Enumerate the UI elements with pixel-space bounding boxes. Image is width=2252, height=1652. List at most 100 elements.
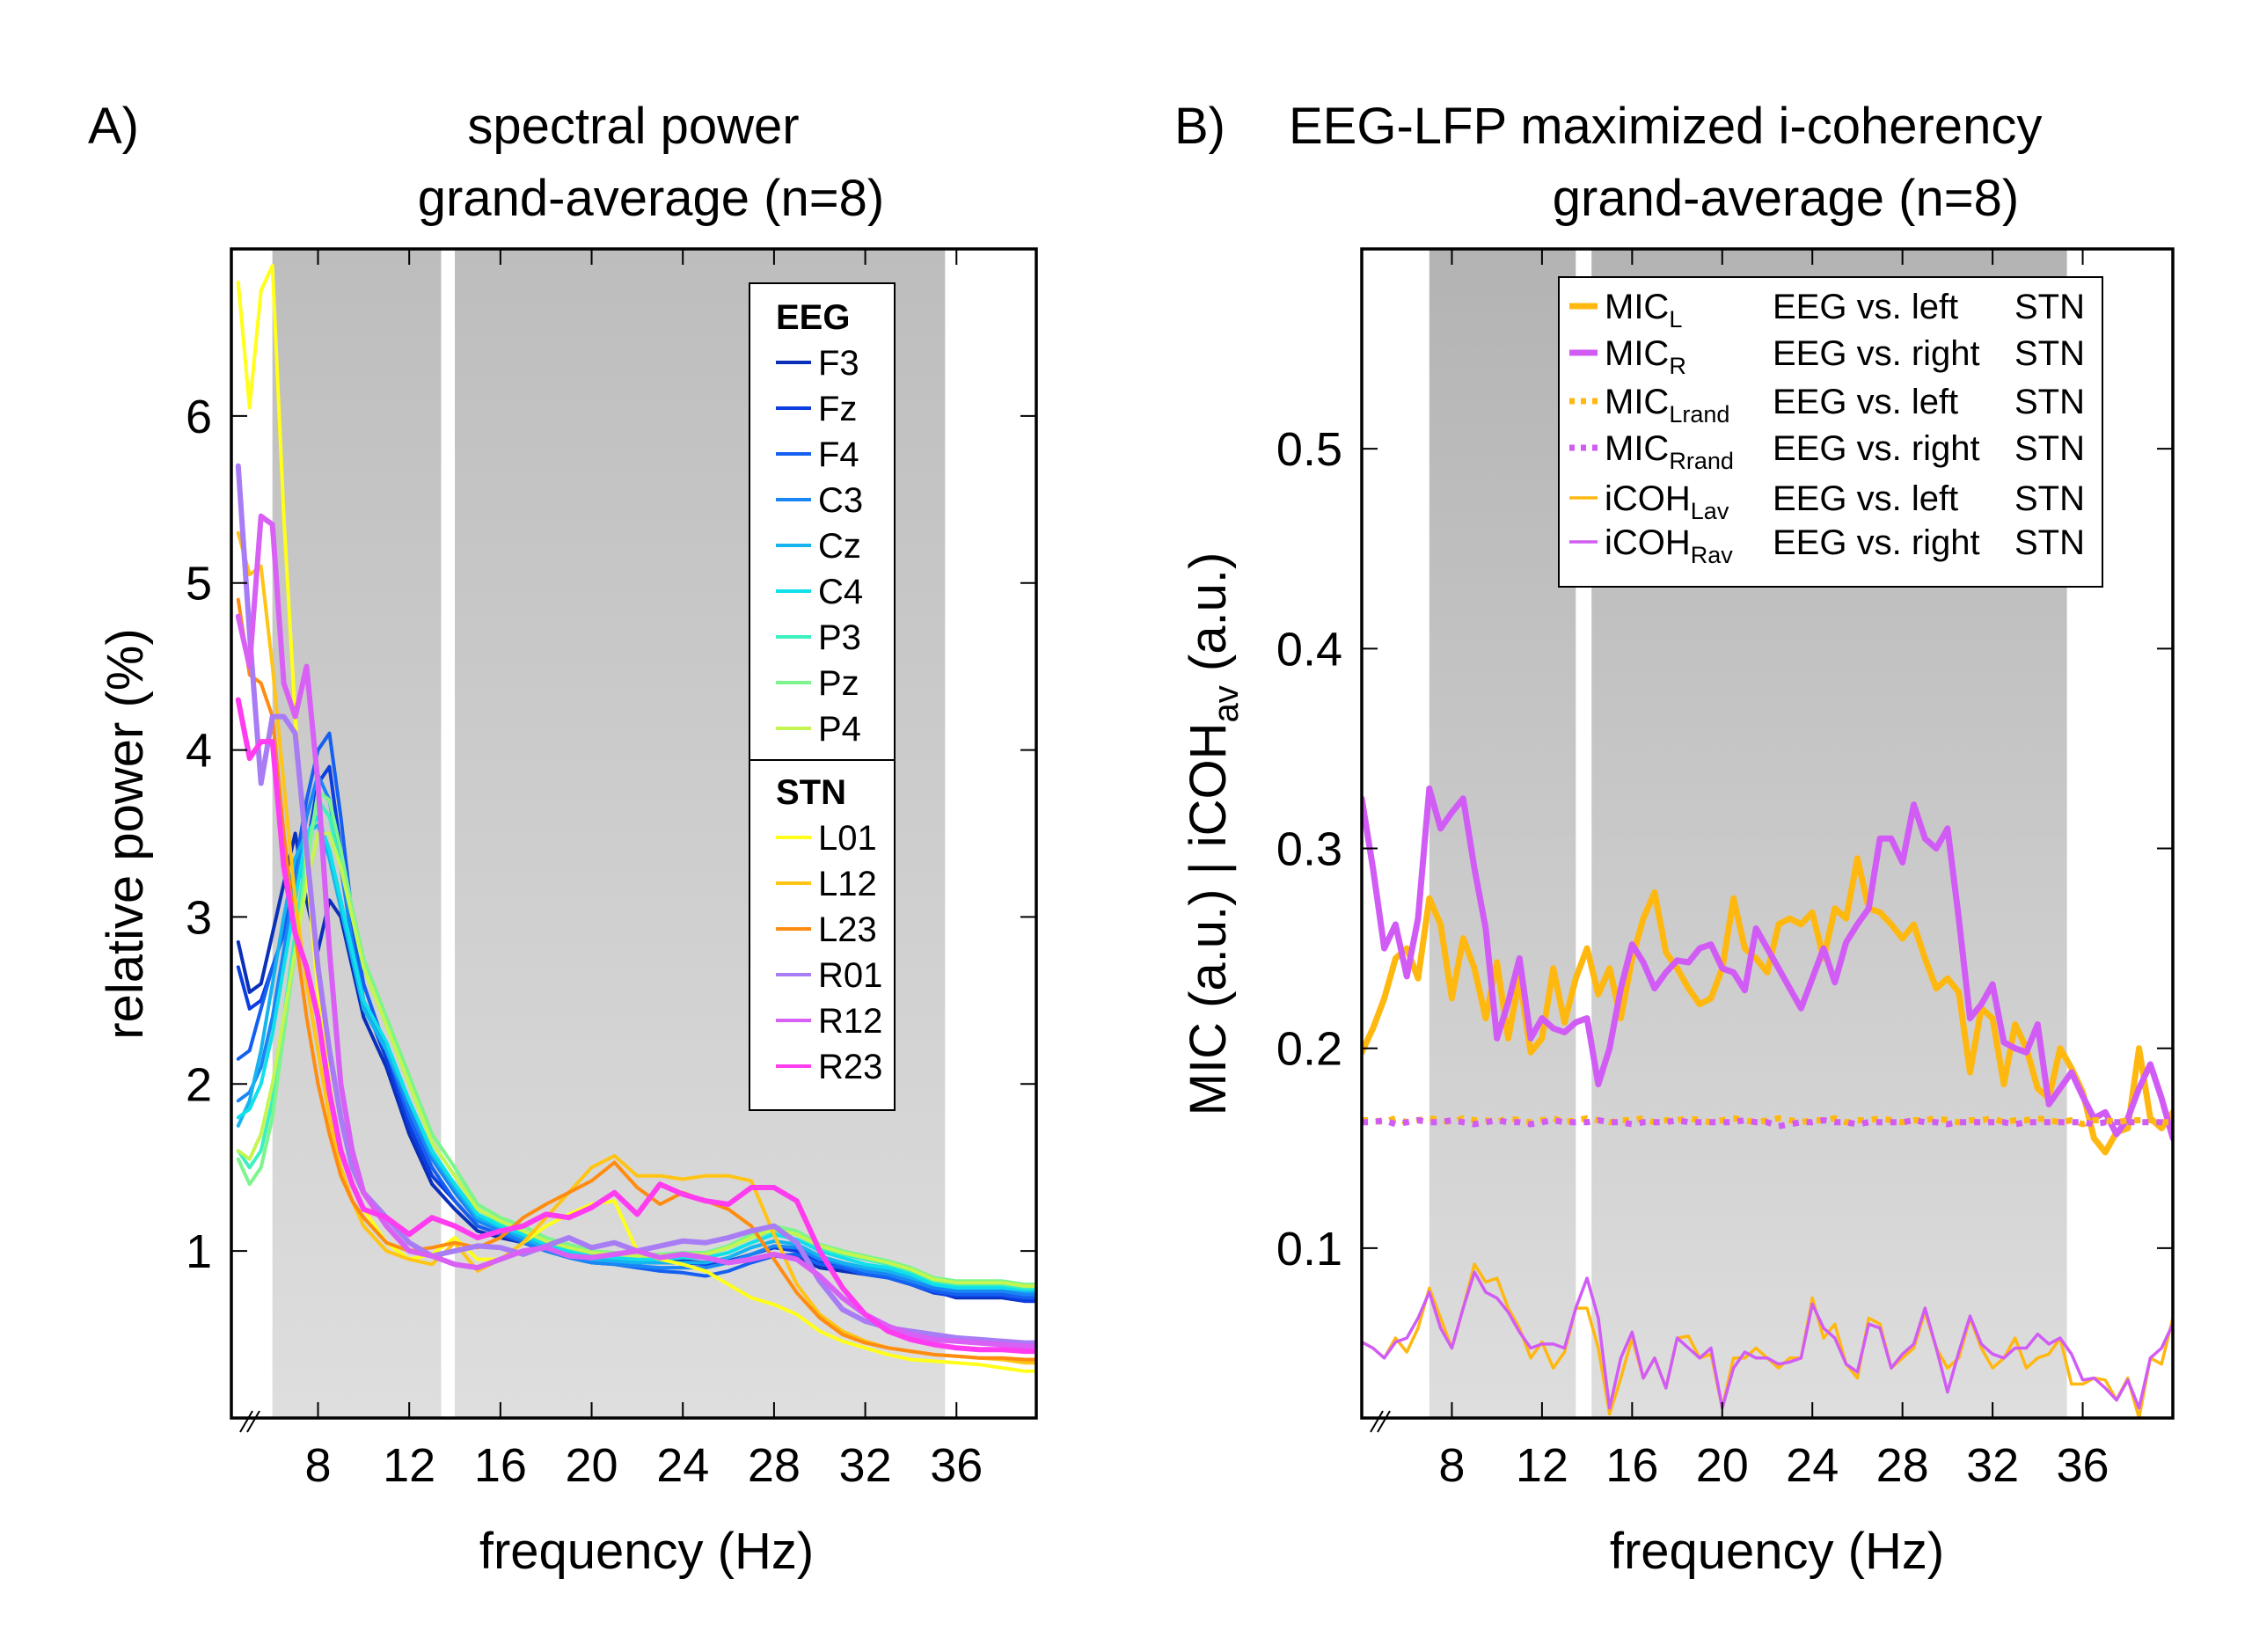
- legend-label-subscript: Lrand: [1669, 401, 1729, 428]
- y-label-subscript: av: [1207, 685, 1246, 722]
- legend-entry-mic-lrand: MICLrand EEG vs. left STN: [1569, 383, 2085, 428]
- panel-b-letter: B): [1174, 98, 1225, 155]
- x-tick-labels: 8 12 16 20 24 28 32 36: [304, 1439, 983, 1492]
- y-axis-label: relative power (%): [97, 628, 154, 1039]
- legend-label-base: iCOH: [1605, 523, 1691, 562]
- legend-label-subscript: L: [1669, 306, 1682, 333]
- axes-box: [230, 247, 1038, 1420]
- legend-label: L01: [818, 819, 877, 858]
- y-tick-label: 0.2: [1276, 1023, 1342, 1076]
- legend-label-subscript: Rav: [1691, 542, 1734, 568]
- legend-label: P3: [818, 618, 861, 657]
- legend-entry-r01: R01: [776, 956, 882, 995]
- legend-entry-mic-rrand: MICRrand EEG vs. right STN: [1569, 429, 2085, 474]
- legend-entry-f4: F4: [776, 435, 859, 474]
- legend-label: Pz: [818, 664, 859, 703]
- y-tick-label: 5: [186, 558, 212, 610]
- legend-side: STN: [2014, 288, 2085, 326]
- series-line-p4: [236, 831, 1036, 1288]
- x-tick-label: 32: [1966, 1439, 2019, 1492]
- legend: EEG F3 Fz F4 C3 Cz C4 P3 Pz P4 STN L01 L12 L23 R01 R12 R…: [749, 282, 896, 1111]
- x-tick-label: 28: [748, 1439, 801, 1492]
- legend-entry-l12: L12: [776, 865, 877, 903]
- legend-label: iCOHRav: [1605, 523, 1733, 568]
- legend-label: R12: [818, 1002, 882, 1041]
- x-tick-label: 12: [1516, 1439, 1568, 1492]
- legend-side: STN: [2014, 523, 2085, 562]
- series-line-r12: [235, 513, 1036, 1349]
- x-tick-label: 24: [656, 1439, 709, 1492]
- x-tick-label: 28: [1876, 1439, 1929, 1492]
- x-tick-label: 32: [839, 1439, 892, 1492]
- chart-title-line-2: grand-average (n=8): [1553, 170, 2019, 227]
- axes: [230, 247, 1038, 1433]
- legend-label-base: MIC: [1605, 334, 1669, 373]
- legend-label: R23: [818, 1048, 882, 1086]
- legend-side: STN: [2014, 479, 2085, 518]
- shaded-band-1: [272, 249, 442, 1418]
- series-line-icoh-rav: [1362, 1270, 2173, 1410]
- x-tick-label: 36: [930, 1439, 983, 1492]
- legend-description: EEG vs. left: [1773, 288, 1958, 326]
- chart-title-line-1: EEG-LFP maximized i-coherency: [1289, 98, 2042, 155]
- legend-side: STN: [2014, 334, 2085, 373]
- legend-label-base: MIC: [1605, 429, 1669, 468]
- legend-entry-c3: C3: [776, 481, 863, 520]
- x-tick-label: 16: [474, 1439, 527, 1492]
- legend-label: P4: [818, 710, 861, 749]
- y-tick-label: 6: [186, 391, 212, 443]
- series-line-mic-r: [1362, 785, 2173, 1142]
- legend-description: EEG vs. right: [1773, 429, 1980, 468]
- legend-entry-cz: Cz: [776, 527, 861, 566]
- x-tick-label: 8: [304, 1439, 331, 1492]
- series-lines: [1362, 785, 2173, 1418]
- legend-label: MICL: [1605, 288, 1682, 333]
- chart-title-line-1: spectral power: [467, 98, 799, 155]
- legend-side: STN: [2014, 383, 2085, 421]
- x-tick-label: 12: [383, 1439, 435, 1492]
- lines-clipped: [235, 264, 1036, 1373]
- legend-label: C3: [818, 481, 863, 520]
- x-tick-label: 8: [1438, 1439, 1465, 1492]
- legend-label: F4: [818, 435, 859, 474]
- legend-entry-f3: F3: [776, 344, 859, 383]
- axis-break-mark: [239, 1410, 253, 1433]
- legend-label: C4: [818, 573, 863, 611]
- y-axis-label-text: MIC (a.u.) | iCOHav (a.u.): [1180, 552, 1246, 1116]
- legend-label-base: MIC: [1605, 383, 1669, 421]
- legend-label: MICRrand: [1605, 429, 1734, 474]
- y-tick-labels: 1 2 3 4 5 6: [186, 391, 212, 1278]
- series-line-mic-rrand: [1362, 1117, 2173, 1129]
- legend-label: R01: [818, 956, 882, 995]
- y-tick-label: 0.1: [1276, 1223, 1342, 1276]
- legend-box: [749, 282, 896, 1111]
- series-line-c4: [236, 815, 1036, 1291]
- y-tick-label: 4: [186, 725, 212, 778]
- y-tick-label: 2: [186, 1058, 212, 1111]
- legend-label: F3: [818, 344, 859, 383]
- x-tick-label: 24: [1786, 1439, 1839, 1492]
- axis-break-mark: [246, 1410, 260, 1433]
- lines-clipped: [1362, 785, 2173, 1418]
- x-tick-label: 20: [1696, 1439, 1749, 1492]
- legend-label: MICR: [1605, 334, 1686, 379]
- legend-entry-mic-r: MICR EEG vs. right STN: [1569, 334, 2085, 379]
- legend-label-base: iCOH: [1605, 479, 1691, 518]
- legend-description: EEG vs. left: [1773, 383, 1958, 421]
- legend-entry-c4: C4: [776, 573, 863, 611]
- legend-description: EEG vs. left: [1773, 479, 1958, 518]
- legend-description: EEG vs. right: [1773, 334, 1980, 373]
- legend-label: iCOHLav: [1605, 479, 1729, 524]
- x-tick-labels: 8 12 16 20 24 28 32 36: [1438, 1439, 2109, 1492]
- y-axis-label: MIC (a.u.) | iCOHav (a.u.): [1180, 552, 1246, 1116]
- legend-entry-l23: L23: [776, 910, 877, 949]
- legend-side: STN: [2014, 429, 2085, 468]
- legend-label: Cz: [818, 527, 861, 566]
- legend-entry-p4: P4: [776, 710, 861, 749]
- series-line-mic-l: [1362, 855, 2173, 1156]
- y-label-part: MIC (a.u.) | iCOH: [1180, 722, 1237, 1115]
- legend-entry-p3: P3: [776, 618, 861, 657]
- legend-entry-pz: Pz: [776, 664, 859, 703]
